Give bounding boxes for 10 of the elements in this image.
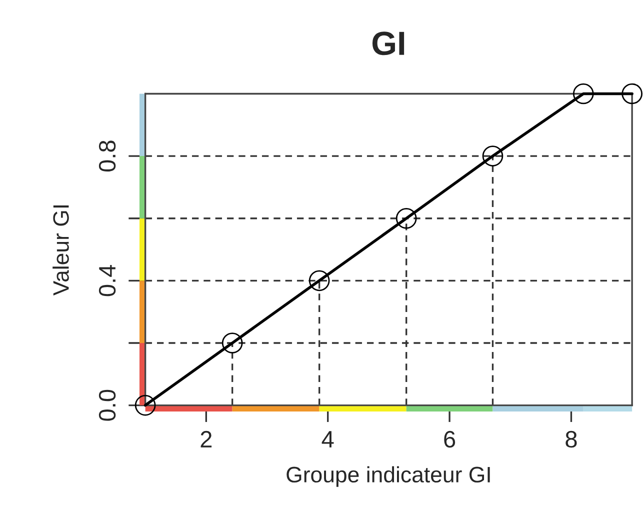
y-tick-label: 0.0 (98, 390, 116, 421)
x-tick-label: 8 (566, 430, 577, 448)
y-tick-label: 0.8 (98, 140, 116, 172)
x-tick-label: 4 (322, 431, 334, 448)
chart-title: GI (372, 32, 404, 56)
x-tick-label: 6 (444, 430, 456, 448)
y-tick-label: 0.4 (98, 264, 116, 296)
y-axis-title: Valeur GI (52, 205, 69, 296)
x-tick-label: 2 (200, 430, 212, 448)
x-axis-title: Groupe indicateur GI (286, 466, 490, 487)
